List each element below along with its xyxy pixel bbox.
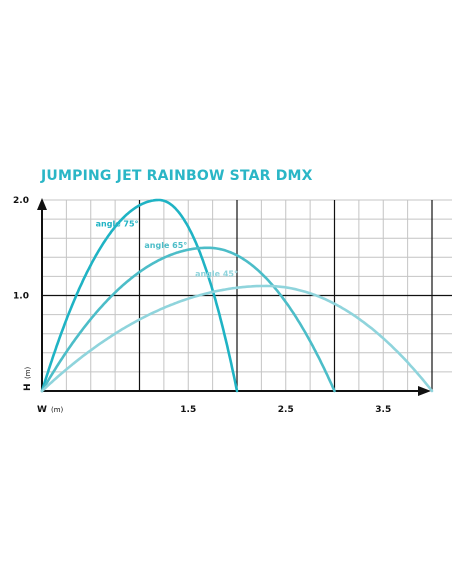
- x-axis-unit: (m): [51, 406, 64, 414]
- trajectory-curves: [40, 198, 434, 393]
- tick-labels: 1.52.53.54.51.02.0: [13, 196, 391, 415]
- x-tick-label: 1.5: [180, 405, 196, 415]
- y-tick-label: 2.0: [13, 196, 29, 206]
- grid-major-lines: [42, 200, 452, 391]
- curve-label: angle 75°: [96, 220, 139, 229]
- y-tick-label: 1.0: [13, 292, 29, 302]
- curve-label: angle 65°: [144, 241, 187, 250]
- x-tick-label: 3.5: [375, 405, 391, 415]
- curve-annotations: angle 75° angle 65° angle 45°: [96, 220, 238, 279]
- x-axis-arrowhead: [418, 386, 431, 396]
- trajectory-line: [40, 198, 239, 393]
- trajectory-line: [40, 284, 434, 393]
- x-axis-label: W: [37, 405, 47, 415]
- chart-axes: [37, 198, 431, 396]
- axis-labels: W (m) H (m): [23, 366, 64, 415]
- y-axis-arrowhead: [37, 198, 47, 210]
- x-tick-label: 2.5: [278, 405, 294, 415]
- chart-title: JUMPING JET RAINBOW STAR DMX: [41, 168, 313, 184]
- trajectory-line: [40, 246, 336, 393]
- y-axis-unit: (m): [24, 366, 32, 379]
- y-axis-label-group: H (m): [23, 366, 33, 391]
- y-axis-label: H: [23, 383, 33, 391]
- curve-label: angle 45°: [195, 269, 238, 278]
